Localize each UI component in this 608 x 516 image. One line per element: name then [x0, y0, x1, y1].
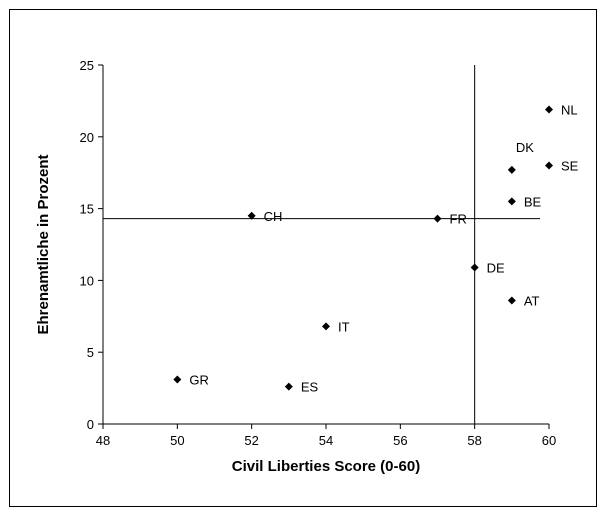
y-tick-label: 20 [80, 130, 94, 145]
y-tick-label: 25 [80, 58, 94, 73]
data-point-it [322, 322, 330, 331]
data-point-gr [173, 375, 182, 384]
reference-lines [103, 65, 540, 424]
data-point-se [545, 161, 553, 170]
y-axis-title: Ehrenamtliche in Prozent [35, 154, 52, 334]
y-tick-label: 10 [80, 273, 94, 288]
data-label-de: DE [487, 260, 505, 275]
data-point-nl [545, 105, 553, 114]
data-label-nl: NL [561, 103, 578, 118]
data-point-dk [507, 165, 516, 174]
axes: 0 5 10 15 20 25 48 50 52 54 56 58 60 [80, 58, 557, 448]
data-label-fr: FR [450, 212, 467, 227]
data-point-es [284, 382, 293, 391]
y-tick-label: 15 [80, 202, 94, 217]
y-tick-label: 5 [87, 345, 94, 360]
data-label-dk: DK [516, 140, 534, 155]
x-tick-label: 56 [393, 433, 407, 448]
data-point-at [507, 296, 516, 305]
data-label-at: AT [524, 294, 540, 309]
data-label-gr: GR [189, 372, 209, 387]
data-label-be: BE [524, 194, 542, 209]
data-points: NL DK SE BE CH FR DE AT IT GR ES [173, 103, 579, 395]
data-label-ch: CH [264, 209, 283, 224]
x-tick-label: 54 [319, 433, 333, 448]
data-point-de [470, 263, 479, 272]
data-label-it: IT [338, 319, 350, 334]
data-label-es: ES [301, 380, 319, 395]
data-point-fr [433, 214, 442, 223]
x-tick-label: 48 [96, 433, 110, 448]
x-axis-title: Civil Liberties Score (0-60) [232, 458, 420, 475]
x-tick-label: 58 [467, 433, 481, 448]
x-tick-label: 50 [170, 433, 184, 448]
data-point-be [507, 197, 516, 206]
data-point-ch [247, 211, 256, 220]
x-tick-label: 60 [542, 433, 556, 448]
x-tick-label: 52 [244, 433, 258, 448]
y-tick-label: 0 [87, 417, 94, 432]
data-label-se: SE [561, 159, 579, 174]
